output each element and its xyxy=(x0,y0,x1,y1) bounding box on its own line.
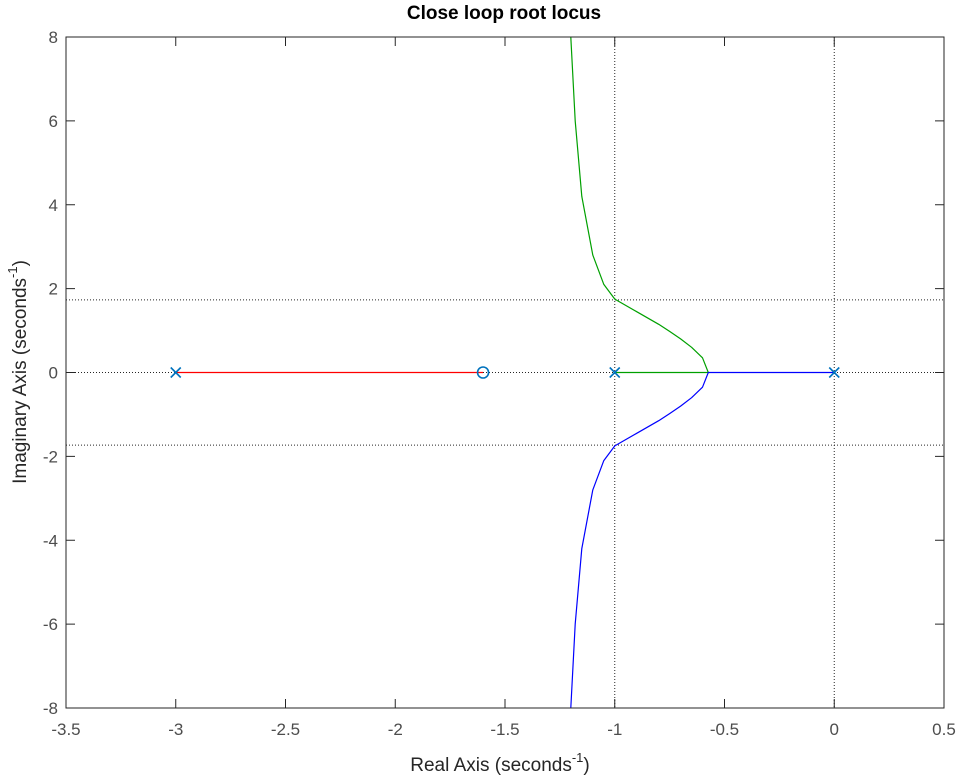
pole-marker-1 xyxy=(609,366,621,379)
y-tick-label: 8 xyxy=(49,28,58,47)
x-axis-tick-labels: -3.5 -3 -2.5 -2 -1.5 -1 -0.5 0 0.5 xyxy=(51,720,955,739)
zero-marker-0 xyxy=(476,366,490,379)
pole-marker-0 xyxy=(170,366,182,379)
x-axis-title-tail: ) xyxy=(583,755,589,776)
y-axis-title-exponent: -1 xyxy=(5,266,20,278)
x-axis-title-exponent: -1 xyxy=(572,750,584,765)
y-tick-label: -2 xyxy=(43,447,58,466)
y-tick-label: -4 xyxy=(43,531,58,550)
y-tick-label: 0 xyxy=(49,364,58,383)
locus-branch-2 xyxy=(570,371,835,709)
y-axis-tick-labels: -8 -6 -4 -2 0 2 4 6 8 xyxy=(43,28,58,718)
y-axis-title: Imaginary Axis (seconds-1) xyxy=(5,260,31,484)
x-tick-label: -1.5 xyxy=(490,720,519,739)
x-tick-label: -0.5 xyxy=(710,720,739,739)
pole-zero-markers xyxy=(170,366,840,379)
x-tick-label: -2 xyxy=(388,720,403,739)
x-tick-label: -3 xyxy=(168,720,183,739)
reference-lines xyxy=(66,37,944,708)
pole-marker-2 xyxy=(828,366,840,379)
locus-branch-1 xyxy=(570,36,709,374)
axis-ticks xyxy=(65,36,945,709)
x-tick-label: 0.5 xyxy=(932,720,956,739)
y-axis-title-text: Imaginary Axis (seconds xyxy=(10,278,31,484)
y-axis-title-tail: ) xyxy=(10,260,31,266)
x-axis-title: Real Axis (seconds-1) xyxy=(410,750,589,776)
x-axis-title-text: Real Axis (seconds xyxy=(410,755,572,776)
x-tick-label: -1 xyxy=(607,720,622,739)
y-tick-label: -6 xyxy=(43,615,58,634)
x-tick-label: -2.5 xyxy=(271,720,300,739)
y-tick-label: 4 xyxy=(49,196,58,215)
x-tick-label: 0 xyxy=(830,720,839,739)
y-tick-label: -8 xyxy=(43,699,58,718)
x-tick-label: -3.5 xyxy=(51,720,80,739)
chart-title: Close loop root locus xyxy=(407,3,601,24)
y-tick-label: 6 xyxy=(49,112,58,131)
locus-branches xyxy=(175,36,835,709)
y-tick-label: 2 xyxy=(49,280,58,299)
